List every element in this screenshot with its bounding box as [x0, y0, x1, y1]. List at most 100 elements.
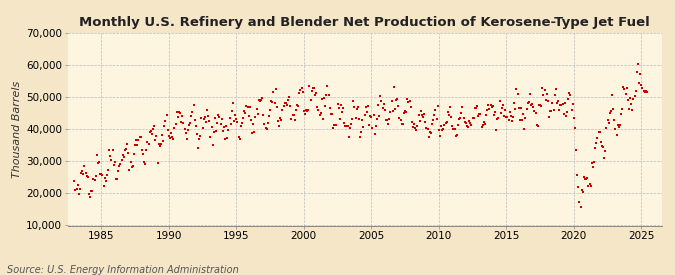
Point	[152, 161, 163, 166]
Point	[88, 177, 99, 181]
Point	[369, 132, 380, 136]
Point	[81, 174, 92, 178]
Point	[108, 163, 119, 167]
Point	[567, 102, 578, 106]
Point	[468, 116, 479, 120]
Point	[425, 131, 436, 135]
Point	[198, 117, 209, 122]
Point	[242, 104, 253, 109]
Point	[462, 125, 473, 129]
Point	[287, 113, 298, 117]
Point	[303, 108, 314, 112]
Point	[111, 177, 122, 181]
Point	[184, 123, 194, 127]
Point	[395, 118, 406, 123]
Point	[317, 117, 328, 121]
Point	[479, 120, 489, 124]
Point	[352, 105, 363, 109]
Point	[298, 109, 309, 113]
Point	[233, 135, 244, 139]
Point	[69, 179, 80, 183]
Point	[460, 121, 471, 126]
Point	[148, 124, 159, 128]
Point	[251, 107, 262, 111]
Point	[167, 135, 178, 139]
Point	[71, 187, 82, 191]
Point	[634, 80, 645, 85]
Point	[116, 158, 127, 162]
Point	[403, 100, 414, 104]
Point	[637, 86, 648, 90]
Point	[98, 183, 109, 188]
Point	[604, 111, 615, 115]
Point	[469, 106, 480, 111]
Point	[551, 101, 562, 105]
Point	[413, 113, 424, 117]
Point	[362, 103, 373, 108]
Point	[302, 109, 313, 114]
Point	[452, 133, 462, 138]
Point	[132, 143, 142, 147]
Point	[297, 90, 308, 94]
Point	[580, 177, 591, 182]
Point	[465, 121, 476, 126]
Point	[279, 101, 290, 105]
Point	[286, 117, 297, 122]
Point	[314, 113, 325, 117]
Point	[192, 146, 203, 150]
Point	[622, 98, 633, 102]
Point	[104, 148, 115, 152]
Point	[351, 106, 362, 111]
Point	[236, 124, 246, 129]
Point	[86, 189, 97, 193]
Point	[84, 192, 95, 197]
Point	[497, 103, 508, 108]
Point	[145, 128, 156, 133]
Point	[522, 101, 533, 105]
Point	[300, 108, 311, 112]
Point	[207, 143, 218, 147]
Point	[556, 103, 567, 107]
Point	[202, 108, 213, 112]
Point	[566, 108, 577, 112]
Point	[188, 103, 199, 108]
Point	[373, 103, 383, 108]
Point	[462, 124, 472, 128]
Point	[273, 123, 284, 128]
Point	[354, 117, 364, 121]
Point	[621, 86, 632, 90]
Point	[489, 112, 500, 117]
Point	[576, 188, 587, 192]
Point	[509, 101, 520, 105]
Point	[95, 172, 105, 176]
Point	[641, 89, 652, 94]
Point	[587, 164, 598, 169]
Point	[119, 148, 130, 152]
Point	[573, 185, 584, 189]
Point	[486, 104, 497, 109]
Point	[396, 122, 407, 127]
Point	[261, 127, 272, 131]
Point	[439, 123, 450, 127]
Point	[277, 108, 288, 112]
Point	[368, 113, 379, 117]
Point	[97, 173, 108, 177]
Point	[222, 135, 233, 140]
Point	[344, 126, 355, 131]
Point	[384, 117, 395, 122]
Point	[564, 91, 574, 95]
Point	[197, 126, 208, 130]
Point	[332, 102, 343, 106]
Point	[84, 194, 95, 199]
Point	[151, 134, 162, 138]
Point	[516, 106, 526, 110]
Point	[568, 116, 579, 120]
Point	[416, 112, 427, 117]
Point	[313, 107, 324, 112]
Point	[256, 95, 267, 100]
Point	[209, 130, 219, 134]
Point	[377, 106, 388, 111]
Point	[292, 103, 302, 107]
Point	[485, 103, 496, 108]
Point	[90, 174, 101, 178]
